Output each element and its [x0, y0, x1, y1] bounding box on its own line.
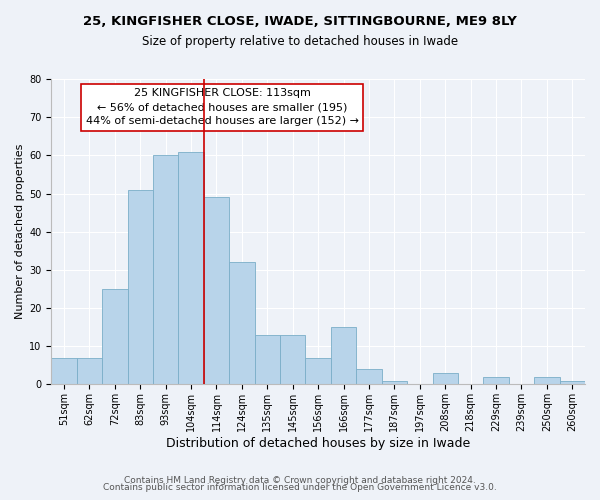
Text: Contains HM Land Registry data © Crown copyright and database right 2024.: Contains HM Land Registry data © Crown c… [124, 476, 476, 485]
Bar [331, 327, 356, 384]
Text: Size of property relative to detached houses in Iwade: Size of property relative to detached ho… [142, 35, 458, 48]
Bar [484, 377, 509, 384]
Bar [280, 335, 305, 384]
Bar [178, 152, 204, 384]
Bar [254, 335, 280, 384]
Bar [560, 380, 585, 384]
Text: Contains public sector information licensed under the Open Government Licence v3: Contains public sector information licen… [103, 484, 497, 492]
Bar [433, 373, 458, 384]
Text: 25, KINGFISHER CLOSE, IWADE, SITTINGBOURNE, ME9 8LY: 25, KINGFISHER CLOSE, IWADE, SITTINGBOUR… [83, 15, 517, 28]
Bar [305, 358, 331, 384]
Y-axis label: Number of detached properties: Number of detached properties [15, 144, 25, 320]
Bar [356, 369, 382, 384]
Bar [534, 377, 560, 384]
Bar [77, 358, 102, 384]
Bar [153, 156, 178, 384]
Bar [51, 358, 77, 384]
X-axis label: Distribution of detached houses by size in Iwade: Distribution of detached houses by size … [166, 437, 470, 450]
Text: 25 KINGFISHER CLOSE: 113sqm
← 56% of detached houses are smaller (195)
44% of se: 25 KINGFISHER CLOSE: 113sqm ← 56% of det… [86, 88, 359, 126]
Bar [204, 198, 229, 384]
Bar [229, 262, 254, 384]
Bar [382, 380, 407, 384]
Bar [128, 190, 153, 384]
Bar [102, 289, 128, 384]
